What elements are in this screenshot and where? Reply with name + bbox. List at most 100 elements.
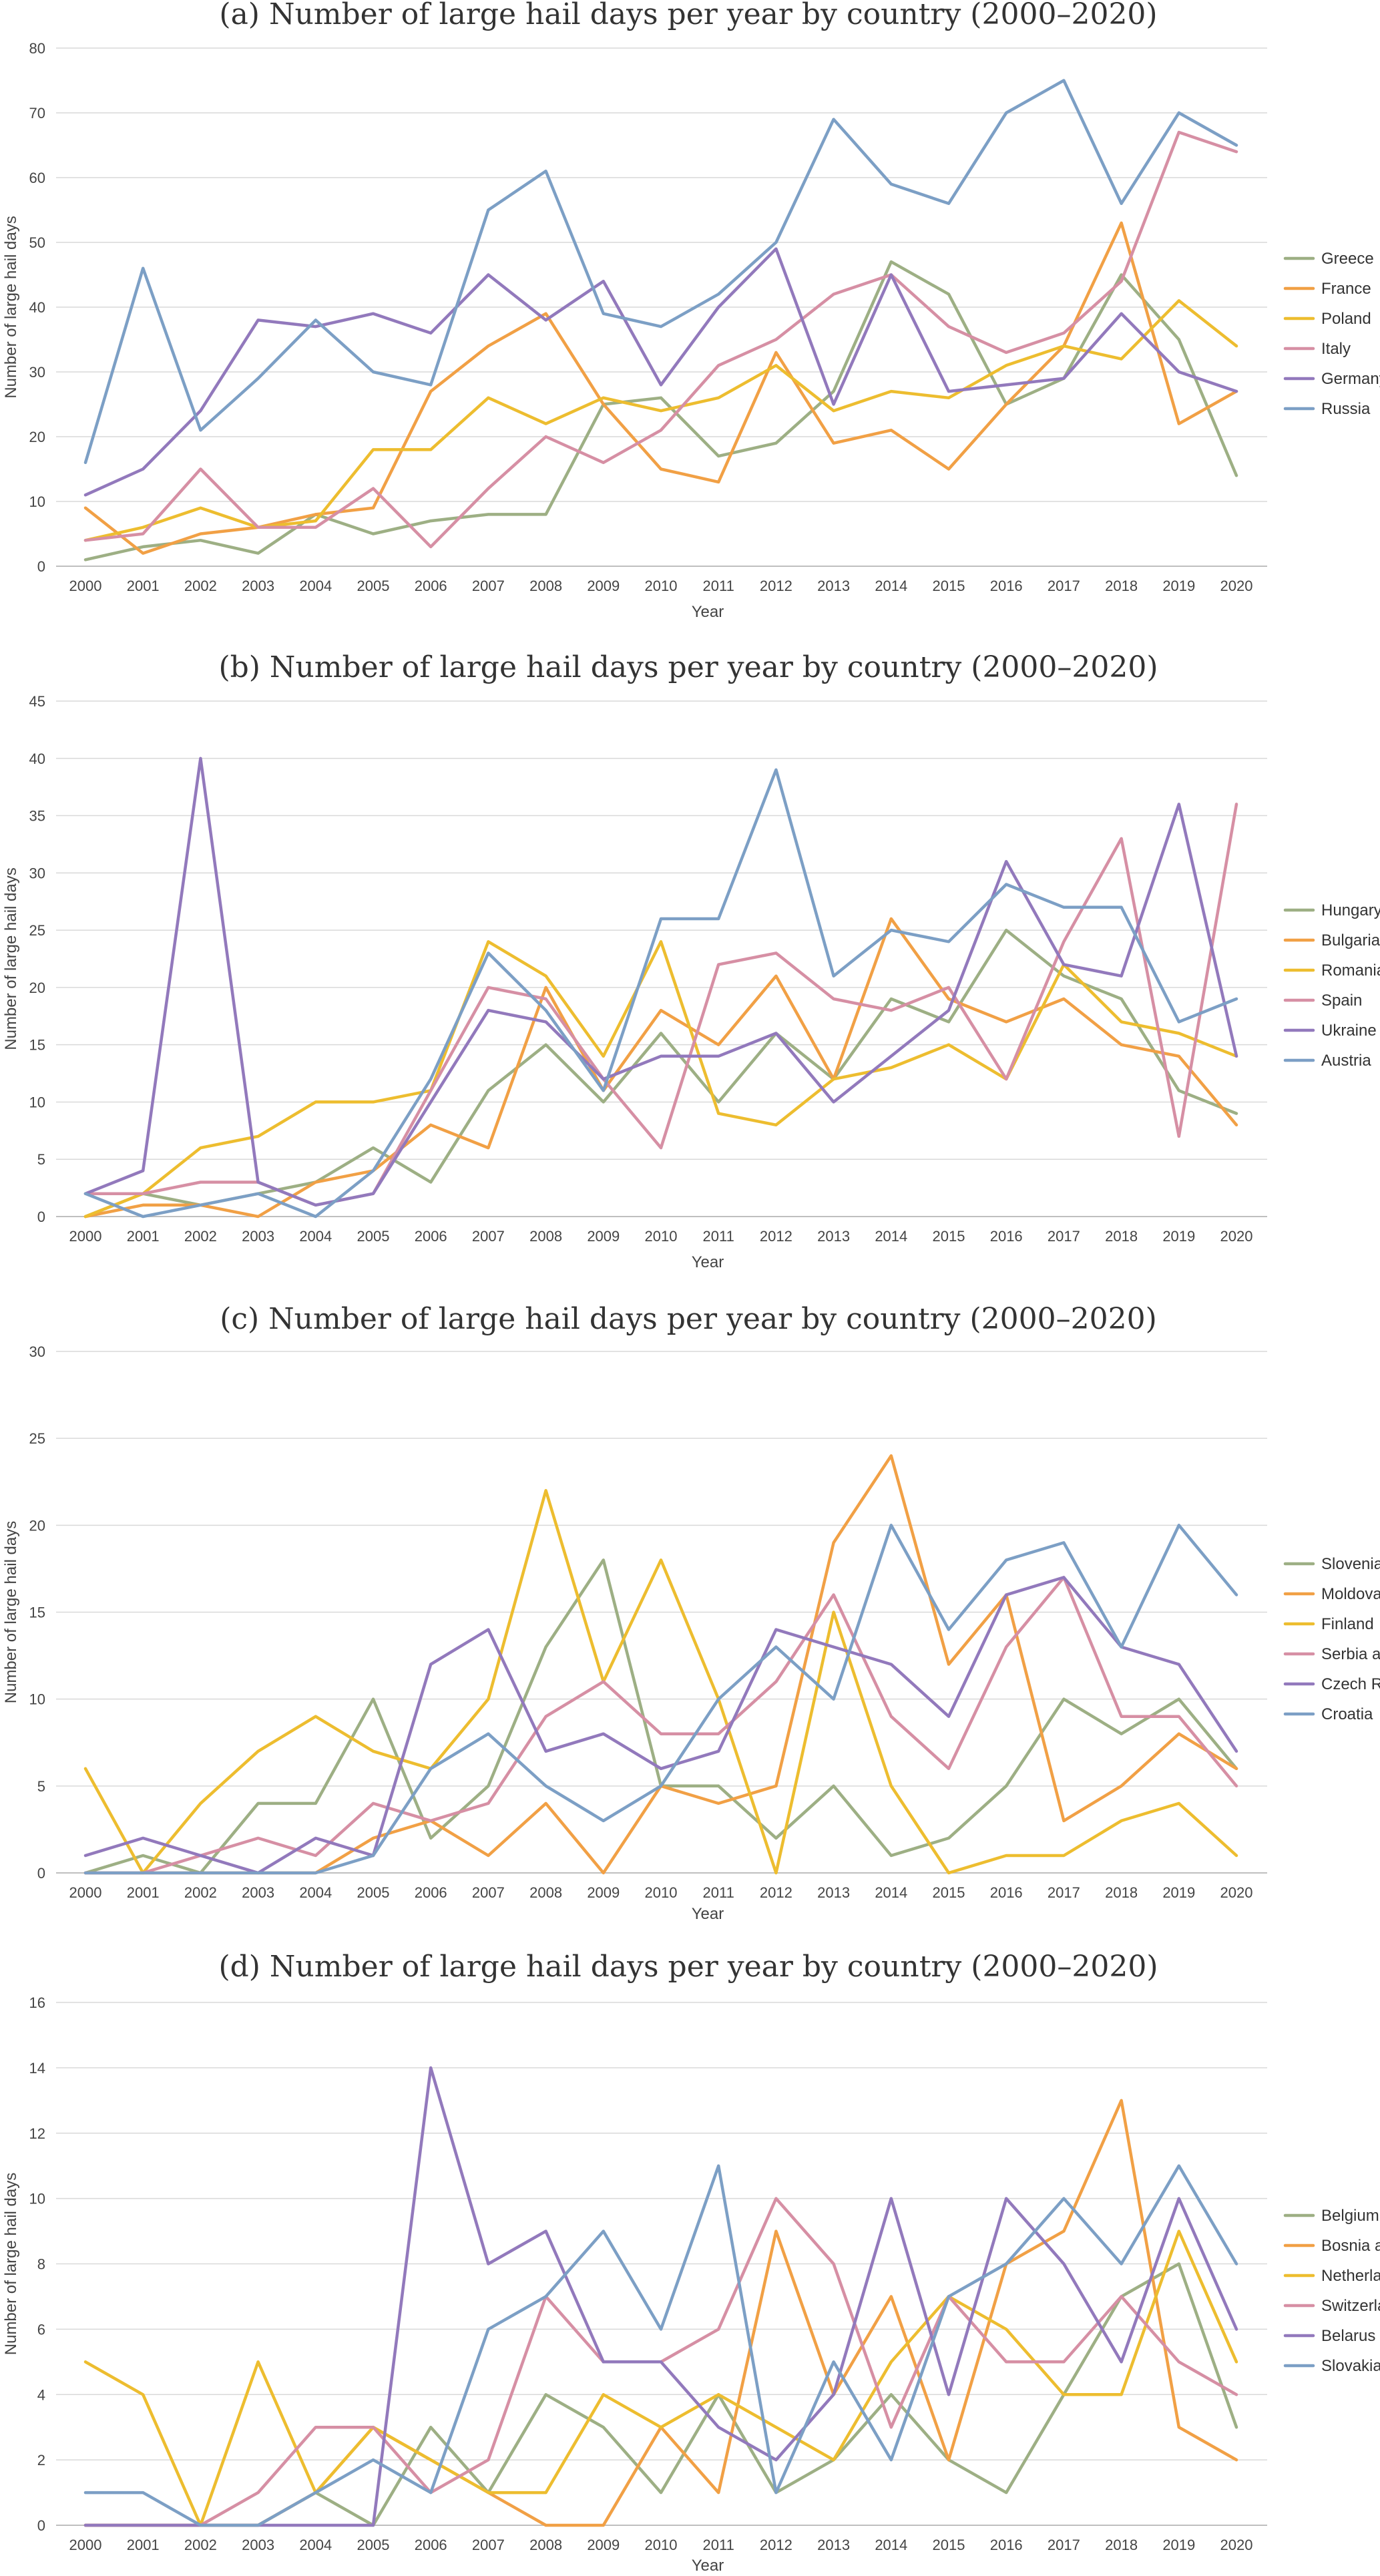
x-tick-label: 2000 [69, 578, 102, 594]
x-tick-label: 2006 [415, 578, 447, 594]
x-tick-label: 2003 [242, 1228, 274, 1245]
x-tick-label: 2003 [242, 2537, 274, 2553]
legend-label-belarus: Belarus [1321, 2327, 1375, 2345]
legend-label-italy: Italy [1321, 340, 1351, 358]
x-tick-label: 2010 [645, 1228, 678, 1245]
x-tick-label: 2018 [1105, 2537, 1138, 2553]
x-axis-title: Year [692, 603, 724, 621]
y-tick-label: 70 [29, 105, 45, 122]
chart-panel-a: (a) Number of large hail days per year b… [2, 0, 1380, 621]
x-tick-label: 2016 [990, 2537, 1023, 2553]
series-line-bosnia-and-herzegovina [83, 2099, 1238, 2527]
y-tick-label: 5 [37, 1151, 45, 1168]
y-tick-label: 8 [37, 2256, 45, 2273]
series-line-belarus [83, 2066, 1238, 2527]
legend-label-finland: Finland [1321, 1615, 1374, 1633]
legend-label-germany: Germany [1321, 370, 1380, 388]
x-tick-label: 2015 [933, 2537, 965, 2553]
y-tick-label: 10 [29, 493, 45, 510]
x-tick-label: 2012 [760, 1884, 792, 1901]
x-tick-label: 2006 [415, 1228, 447, 1245]
x-tick-label: 2013 [817, 2537, 850, 2553]
series-line-czech-republic [83, 1576, 1238, 1875]
legend-label-bulgaria: Bulgaria [1321, 931, 1380, 949]
legend-label-greece: Greece [1321, 250, 1374, 268]
series-line-slovenia [83, 1558, 1238, 1875]
x-tick-label: 2020 [1220, 1228, 1253, 1245]
chart-panel-b: (b) Number of large hail days per year b… [2, 650, 1380, 1271]
y-tick-label: 45 [29, 693, 45, 710]
y-tick-label: 30 [29, 1343, 45, 1360]
x-tick-label: 2007 [472, 578, 505, 594]
x-tick-label: 2001 [127, 1228, 160, 1245]
legend-label-austria: Austria [1321, 1052, 1371, 1070]
x-tick-label: 2000 [69, 2537, 102, 2553]
x-tick-label: 2013 [817, 1884, 850, 1901]
x-tick-label: 2009 [587, 2537, 620, 2553]
legend-label-romania: Romania [1321, 961, 1380, 980]
x-tick-label: 2004 [299, 1228, 332, 1245]
series-line-croatia [83, 1524, 1238, 1875]
x-axis-title: Year [692, 1253, 724, 1271]
chart-title: (d) Number of large hail days per year b… [218, 1950, 1158, 1984]
legend-label-slovenia: Slovenia [1321, 1555, 1380, 1573]
x-tick-label: 2019 [1162, 578, 1195, 594]
x-tick-label: 2017 [1048, 1228, 1080, 1245]
x-tick-label: 2003 [242, 1884, 274, 1901]
y-tick-label: 80 [29, 40, 45, 57]
x-tick-label: 2020 [1220, 2537, 1253, 2553]
x-tick-label: 2014 [875, 1228, 907, 1245]
legend-label-russia: Russia [1321, 400, 1371, 418]
series-line-ukraine [83, 757, 1238, 1207]
series-line-germany [83, 247, 1238, 497]
y-axis-title: Number of large hail days [2, 2173, 20, 2355]
x-tick-label: 2006 [415, 2537, 447, 2553]
x-tick-label: 2009 [587, 578, 620, 594]
x-tick-label: 2017 [1048, 578, 1080, 594]
series-line-italy [83, 130, 1238, 549]
y-tick-label: 60 [29, 170, 45, 186]
x-tick-label: 2005 [357, 1884, 390, 1901]
x-tick-label: 2018 [1105, 1884, 1138, 1901]
y-tick-label: 15 [29, 1037, 45, 1054]
x-tick-label: 2011 [703, 1884, 734, 1901]
series-line-romania [83, 940, 1238, 1219]
y-tick-label: 0 [37, 1865, 45, 1882]
legend-label-slovakia: Slovakia [1321, 2357, 1380, 2375]
y-tick-label: 0 [37, 2517, 45, 2534]
x-tick-label: 2012 [760, 578, 792, 594]
legend-label-ukraine: Ukraine [1321, 1022, 1377, 1040]
series-line-poland [83, 299, 1238, 542]
y-axis-title: Number of large hail days [2, 1521, 20, 1703]
x-tick-label: 2016 [990, 578, 1023, 594]
x-tick-label: 2020 [1220, 1884, 1253, 1901]
x-tick-label: 2019 [1162, 1228, 1195, 1245]
x-tick-label: 2005 [357, 2537, 390, 2553]
x-tick-label: 2001 [127, 578, 160, 594]
x-tick-label: 2012 [760, 1228, 792, 1245]
x-tick-label: 2015 [933, 1884, 965, 1901]
legend-label-czech-republic: Czech Republic [1321, 1675, 1380, 1693]
legend-label-moldova: Moldova [1321, 1585, 1380, 1603]
x-tick-label: 2017 [1048, 1884, 1080, 1901]
x-tick-label: 2000 [69, 1228, 102, 1245]
legend-label-croatia: Croatia [1321, 1705, 1373, 1723]
y-tick-label: 15 [29, 1604, 45, 1621]
y-tick-label: 20 [29, 980, 45, 996]
y-axis-title: Number of large hail days [2, 867, 20, 1050]
series-line-serbia-and-kosovo [83, 1576, 1238, 1875]
legend-label-spain: Spain [1321, 992, 1362, 1010]
x-tick-label: 2013 [817, 1228, 850, 1245]
x-tick-label: 2019 [1162, 2537, 1195, 2553]
x-tick-label: 2011 [703, 2537, 734, 2553]
y-tick-label: 30 [29, 364, 45, 381]
legend-label-belgium: Belgium [1321, 2207, 1379, 2225]
x-tick-label: 2005 [357, 578, 390, 594]
x-tick-label: 2002 [184, 578, 217, 594]
y-tick-label: 30 [29, 865, 45, 881]
y-tick-label: 40 [29, 750, 45, 767]
chart-title: (a) Number of large hail days per year b… [219, 0, 1157, 31]
y-tick-label: 10 [29, 2191, 45, 2207]
